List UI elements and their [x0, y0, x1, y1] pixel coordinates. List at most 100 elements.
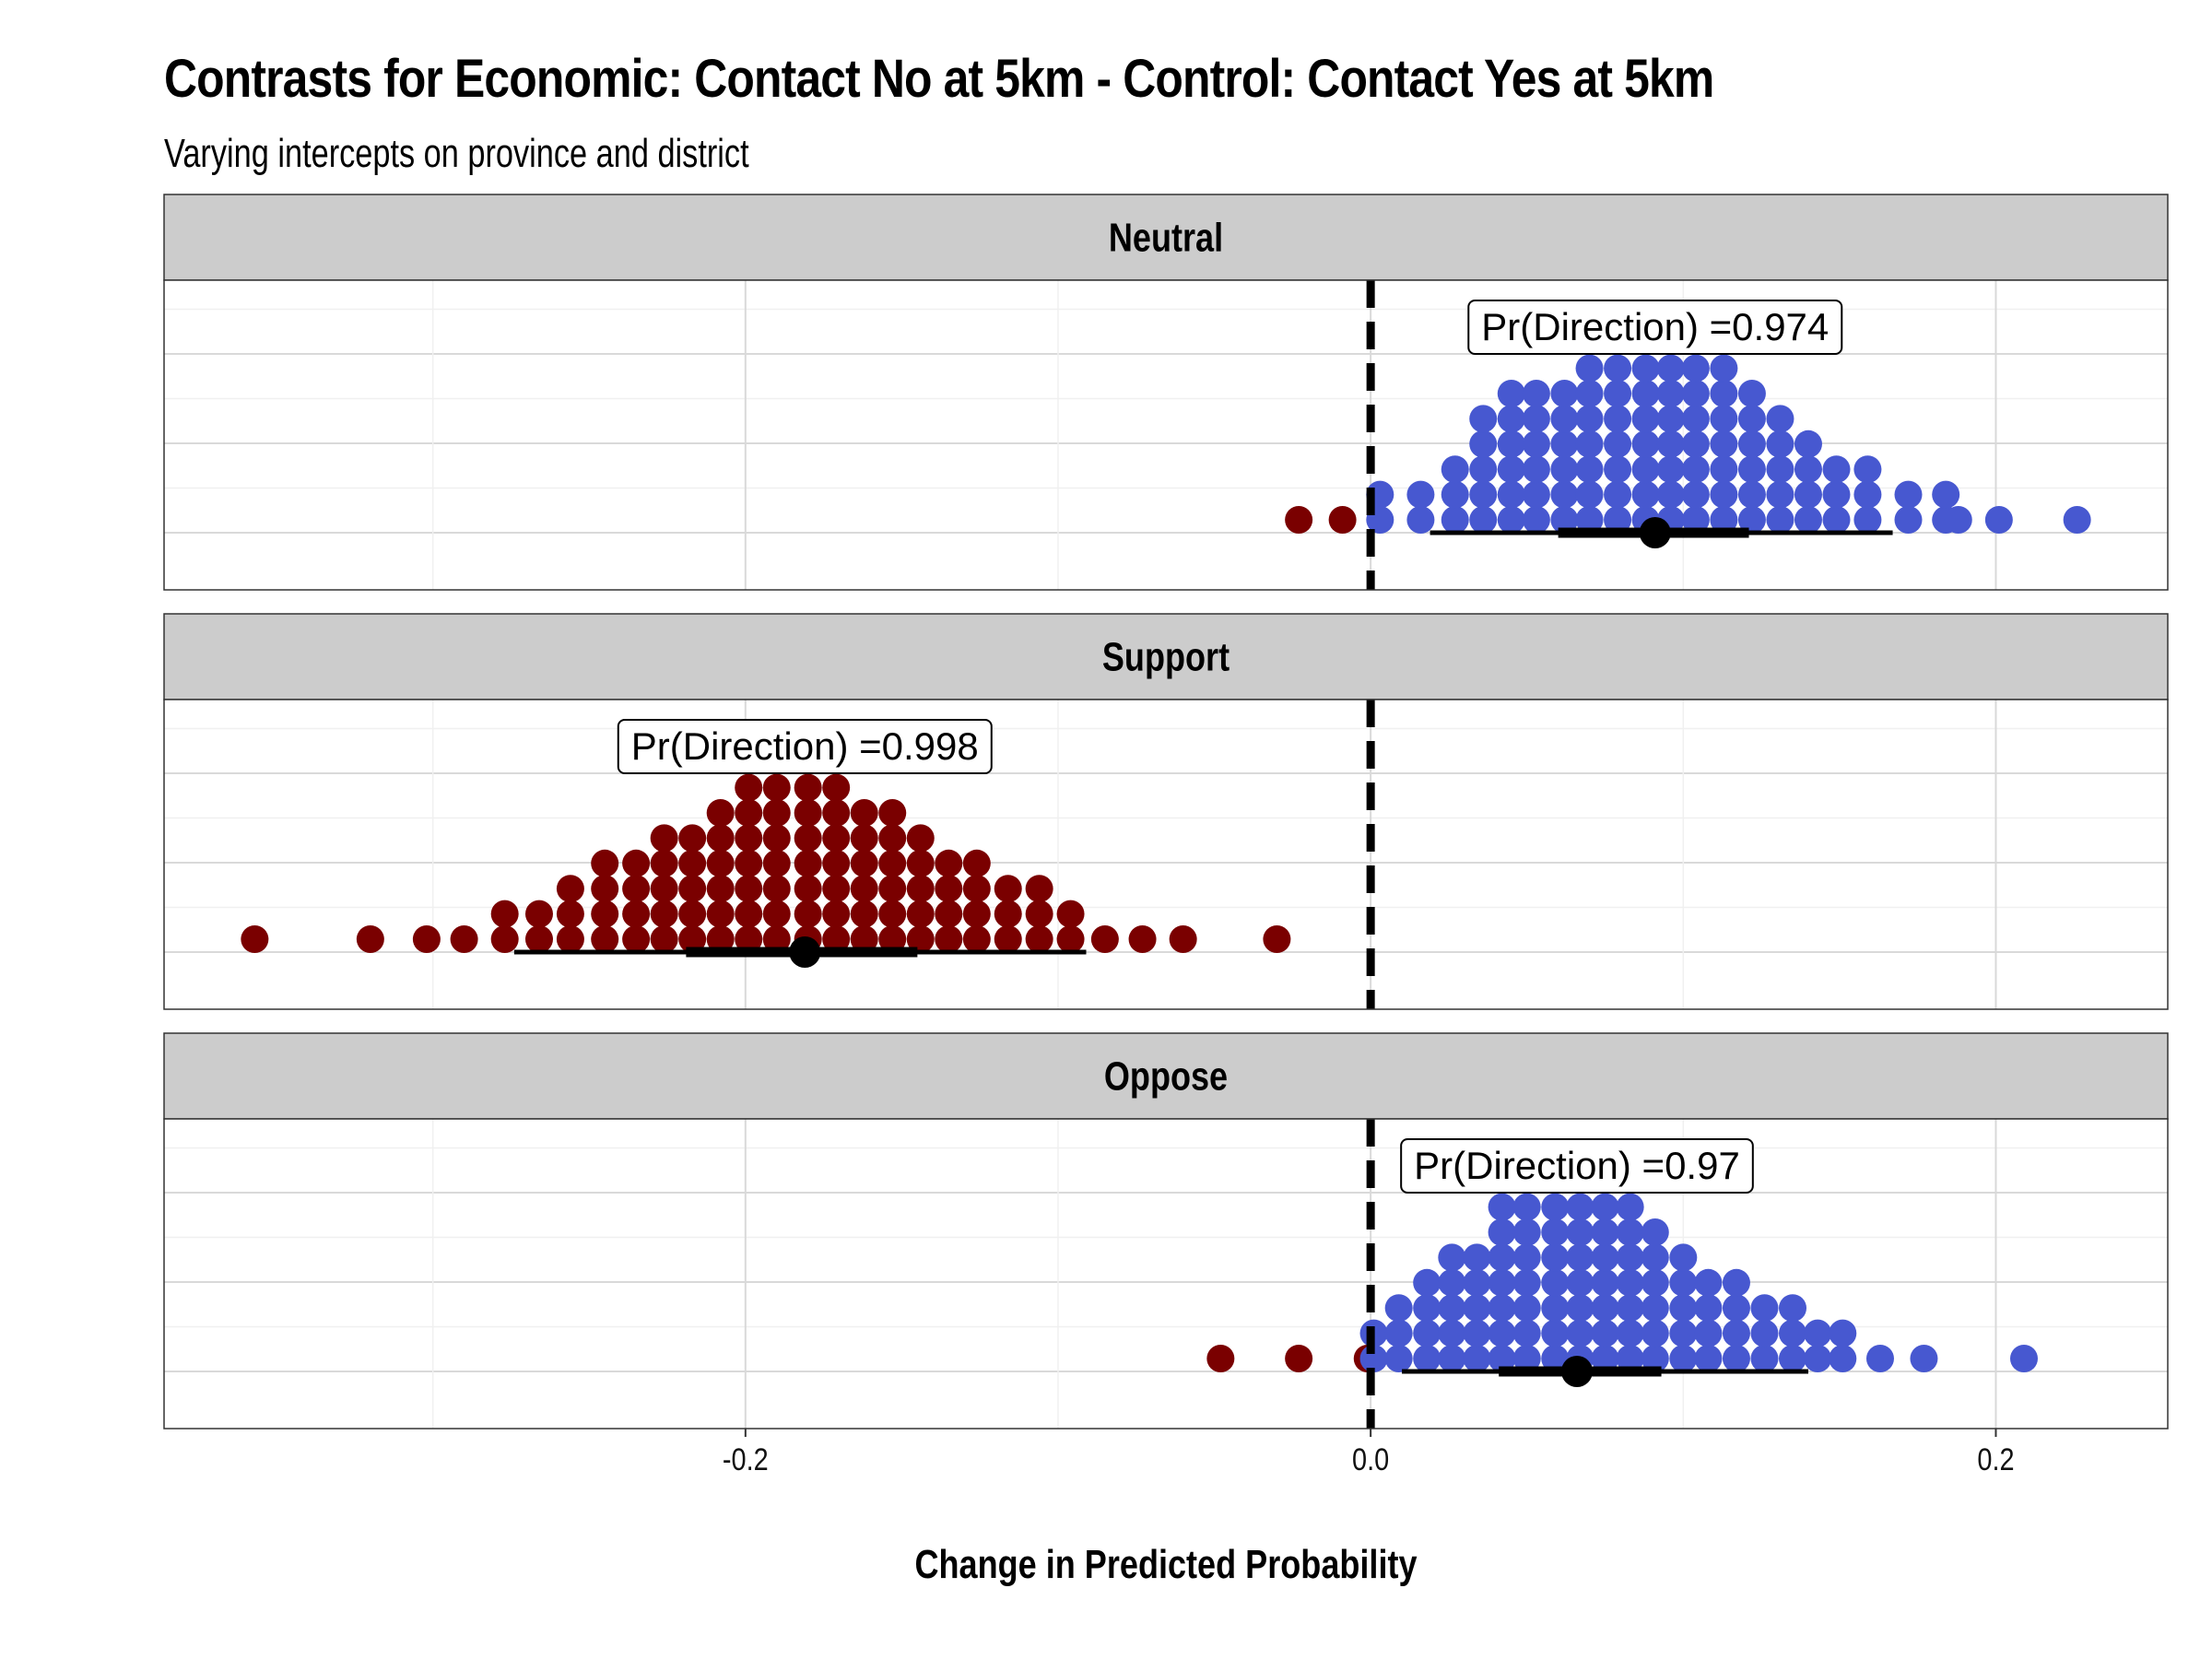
data-dot — [1384, 1319, 1413, 1347]
data-dot — [1669, 1319, 1698, 1347]
data-dot — [850, 875, 878, 903]
data-dot — [1829, 1319, 1857, 1347]
data-dot — [591, 925, 619, 953]
data-dot — [1750, 1345, 1779, 1372]
data-dot — [1522, 506, 1550, 534]
data-dot — [1631, 429, 1660, 458]
data-dot — [678, 824, 707, 853]
data-dot — [1681, 380, 1710, 407]
data-dot — [878, 849, 907, 877]
facet-strip-label: Oppose — [1104, 1053, 1228, 1099]
data-dot — [1591, 1218, 1619, 1246]
data-dot — [850, 849, 878, 877]
data-dot — [1631, 380, 1660, 407]
data-dot — [1488, 1268, 1516, 1297]
data-dot — [1441, 506, 1469, 534]
data-dot — [1737, 405, 1766, 433]
data-dot — [1694, 1319, 1723, 1347]
data-dot — [1566, 1319, 1594, 1347]
data-dot — [962, 900, 991, 928]
data-dot — [1894, 480, 1923, 509]
data-dot — [1512, 1294, 1541, 1323]
data-dot — [822, 824, 851, 853]
data-dot — [1669, 1243, 1698, 1272]
data-dot — [1641, 1345, 1669, 1372]
point-estimate — [789, 936, 821, 968]
data-dot — [1488, 1345, 1516, 1372]
facet-strip-label: Support — [1102, 634, 1230, 679]
data-dot — [850, 900, 878, 928]
data-dot — [490, 900, 519, 928]
data-dot — [1512, 1268, 1541, 1297]
data-dot — [762, 875, 791, 903]
data-dot — [1656, 405, 1685, 433]
data-dot — [1779, 1319, 1807, 1347]
chart-subtitle: Varying intercepts on province and distr… — [164, 131, 749, 176]
data-dot — [591, 900, 619, 928]
point-estimate — [1639, 517, 1671, 548]
data-dot — [450, 925, 478, 953]
data-dot — [524, 900, 553, 928]
data-dot — [1384, 1345, 1413, 1372]
data-dot — [1616, 1294, 1644, 1323]
data-dot — [878, 824, 907, 853]
data-dot — [1488, 1243, 1516, 1272]
data-dot — [822, 849, 851, 877]
data-dot — [1656, 455, 1685, 484]
data-dot — [1206, 1345, 1235, 1372]
data-dot — [1541, 1193, 1570, 1221]
data-dot — [1438, 1319, 1466, 1347]
data-dot — [822, 900, 851, 928]
data-dot — [1438, 1268, 1466, 1297]
data-dot — [794, 773, 822, 802]
data-dot — [935, 849, 963, 877]
data-dot — [1631, 405, 1660, 433]
x-axis-title: Change in Predicted Probability — [914, 1542, 1418, 1587]
data-dot — [1550, 455, 1579, 484]
facet-panel-support: Support Pr(Direction) =0.998 — [163, 613, 2169, 1010]
data-dot — [1641, 1319, 1669, 1347]
data-dot — [1694, 1294, 1723, 1323]
data-dot — [1512, 1319, 1541, 1347]
data-dot — [1737, 506, 1766, 534]
data-dot — [1604, 405, 1632, 433]
data-dot — [822, 925, 851, 953]
pr-direction-text: Pr(Direction) =0.974 — [1481, 305, 1829, 348]
data-dot — [1641, 1243, 1669, 1272]
data-dot — [1932, 480, 1960, 509]
facet-panels: Neutral Pr(Direction) =0.974 Support Pr(Dir… — [163, 194, 2169, 1430]
data-dot — [762, 824, 791, 853]
data-dot — [1631, 480, 1660, 509]
data-dot — [1631, 455, 1660, 484]
data-dot — [1550, 506, 1579, 534]
data-dot — [1522, 405, 1550, 433]
data-dot — [1604, 354, 1632, 382]
data-dot — [1512, 1193, 1541, 1221]
data-dot — [1512, 1243, 1541, 1272]
panel-border — [163, 1118, 2169, 1430]
data-dot — [1822, 455, 1851, 484]
data-dot — [622, 849, 651, 877]
data-dot — [1550, 480, 1579, 509]
data-dot — [1865, 1345, 1894, 1372]
data-dot — [706, 875, 735, 903]
data-dot — [1822, 506, 1851, 534]
data-dot — [1631, 354, 1660, 382]
data-dot — [850, 824, 878, 853]
data-dot — [735, 824, 763, 853]
data-dot — [1822, 480, 1851, 509]
data-dot — [1722, 1319, 1750, 1347]
data-dot — [1591, 1268, 1619, 1297]
data-dot — [1591, 1319, 1619, 1347]
data-dot — [1488, 1218, 1516, 1246]
data-dot — [994, 900, 1022, 928]
data-dot — [412, 925, 441, 953]
data-dot — [1737, 429, 1766, 458]
data-dot — [1285, 506, 1313, 534]
data-dot — [1469, 405, 1498, 433]
panel-border — [163, 699, 2169, 1010]
data-dot — [850, 925, 878, 953]
facet-strip-label: Neutral — [1109, 215, 1223, 260]
data-dot — [1090, 925, 1119, 953]
data-dot — [1710, 405, 1738, 433]
